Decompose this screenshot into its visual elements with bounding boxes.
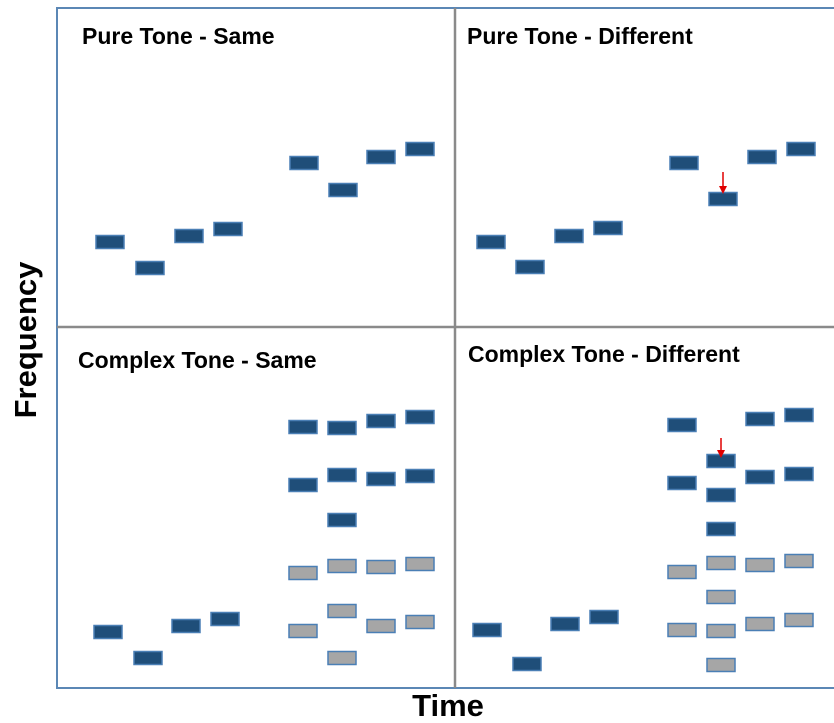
tone: [405, 141, 435, 157]
harmonic-tone: [706, 589, 736, 605]
tone: [708, 191, 738, 207]
tone: [174, 228, 204, 244]
harmonic-tone: [327, 650, 357, 666]
panel-title: Pure Tone - Different: [467, 23, 693, 49]
tone: [405, 468, 435, 484]
harmonic-tone: [784, 553, 814, 569]
tone: [327, 512, 357, 528]
tone: [366, 149, 396, 165]
tone: [786, 141, 816, 157]
x-axis-label: Time: [412, 688, 484, 723]
harmonic-tone: [327, 558, 357, 574]
tone: [405, 409, 435, 425]
frame: [56, 7, 834, 689]
harmonic-tone: [405, 556, 435, 572]
tone: [745, 411, 775, 427]
tone: [328, 182, 358, 198]
tone: [554, 228, 584, 244]
harmonic-tone: [784, 612, 814, 628]
panel-title: Complex Tone - Same: [78, 347, 317, 373]
tones: [93, 141, 816, 673]
tone: [512, 656, 542, 672]
tone: [133, 650, 163, 666]
harmonic-tone: [667, 564, 697, 580]
harmonic-tone: [288, 623, 318, 639]
harmonic-tone: [405, 614, 435, 630]
tone: [589, 609, 619, 625]
tone: [784, 466, 814, 482]
tone: [550, 616, 580, 632]
tone: [366, 413, 396, 429]
tone: [135, 260, 165, 276]
tone: [706, 521, 736, 537]
harmonic-tone: [288, 565, 318, 581]
tone: [706, 487, 736, 503]
harmonic-tone: [327, 603, 357, 619]
tone: [95, 234, 125, 250]
harmonic-tone: [706, 555, 736, 571]
tone: [213, 221, 243, 237]
harmonic-tone: [667, 622, 697, 638]
tone: [747, 149, 777, 165]
harmonic-tone: [366, 559, 396, 575]
tone: [288, 477, 318, 493]
tone: [288, 419, 318, 435]
harmonic-tone: [366, 618, 396, 634]
tone: [93, 624, 123, 640]
tone: [667, 417, 697, 433]
tone: [472, 622, 502, 638]
panel-title: Pure Tone - Same: [82, 23, 275, 49]
panel-title: Complex Tone - Different: [468, 341, 740, 367]
tone: [745, 469, 775, 485]
tone: [593, 220, 623, 236]
harmonic-tone: [706, 657, 736, 673]
tone: [210, 611, 240, 627]
harmonic-tone: [706, 623, 736, 639]
tone: [327, 467, 357, 483]
harmonic-tone: [745, 557, 775, 573]
tone: [289, 155, 319, 171]
tone: [667, 475, 697, 491]
tone: [784, 407, 814, 423]
tone: [366, 471, 396, 487]
tone: [327, 420, 357, 436]
tone: [515, 259, 545, 275]
y-axis-label: Frequency: [8, 261, 43, 419]
harmonic-tone: [745, 616, 775, 632]
tone: [669, 155, 699, 171]
tone: [171, 618, 201, 634]
tone: [706, 453, 736, 469]
tone: [476, 234, 506, 250]
